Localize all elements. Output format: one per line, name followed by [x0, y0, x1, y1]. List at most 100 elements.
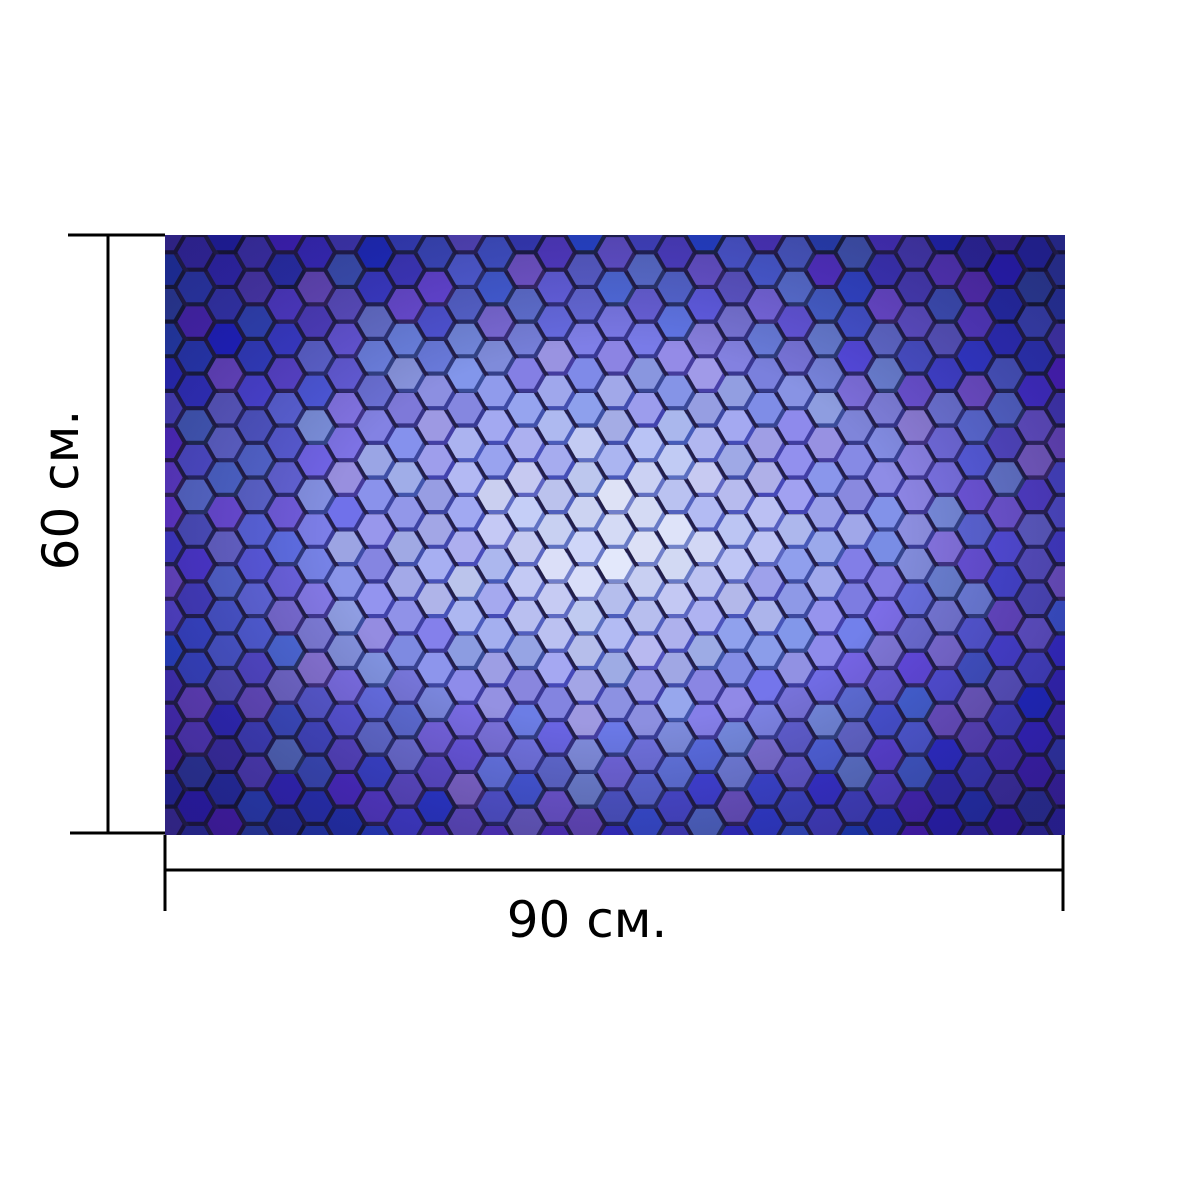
hex-tile [177, 861, 212, 892]
hex-tile [687, 185, 722, 216]
hex-tile [987, 151, 1022, 182]
hex-side [1140, 310, 1175, 340]
hex-tile [1137, 480, 1172, 510]
hex-tile [1107, 636, 1142, 666]
hex-side [1110, 432, 1145, 463]
hex-side [1080, 899, 1115, 929]
hex-side [720, 899, 755, 929]
hex-tile [1137, 653, 1172, 684]
hex-tile [117, 861, 152, 892]
hex-tile [1077, 272, 1112, 303]
hex-tile [87, 185, 122, 216]
hex-tile [177, 895, 212, 925]
hex-side [1110, 605, 1145, 636]
hex-tile [357, 202, 392, 233]
hex-side [300, 934, 335, 965]
hex-tile [117, 410, 152, 441]
hex-tile [237, 168, 272, 199]
hex-side [930, 189, 965, 220]
hex-tile [897, 861, 932, 892]
hex-side [1110, 640, 1145, 670]
hex-side [360, 934, 395, 965]
hex-side [1080, 795, 1115, 826]
hex-tile [297, 895, 332, 925]
hex-tile [1077, 306, 1112, 336]
hex-side [300, 172, 335, 203]
hex-side [810, 917, 845, 948]
hex-tile [1017, 168, 1052, 199]
hex-tile [1077, 722, 1112, 752]
hex-tile [117, 584, 152, 615]
hex-side [450, 847, 485, 878]
hex-tile [1077, 861, 1112, 892]
hex-tile [1077, 687, 1112, 718]
hex-side [450, 917, 485, 948]
hex-side [90, 882, 125, 913]
hex-side [90, 847, 125, 878]
hex-side [330, 847, 365, 878]
hex-tile [1137, 376, 1172, 407]
hex-side [120, 484, 155, 514]
hex-side [368, 235, 388, 237]
hex-tile [777, 202, 812, 233]
hex-tile [87, 566, 122, 597]
hex-tile [567, 185, 602, 216]
hex-side [1080, 206, 1115, 237]
hex-tile [87, 670, 122, 701]
height-label: 60 см. [32, 410, 90, 571]
hex-side [720, 934, 755, 965]
hex-side [1080, 172, 1115, 203]
hex-side [750, 882, 785, 913]
hex-side [1140, 622, 1175, 653]
hex-side [900, 934, 935, 965]
hex-tile [1107, 497, 1142, 528]
hex-side [870, 917, 905, 948]
hex-side [690, 189, 725, 220]
hex-side [840, 172, 875, 203]
hex-tile [117, 480, 152, 510]
hex-tile [927, 151, 962, 182]
hex-side [630, 189, 665, 220]
hex-side [630, 847, 665, 878]
hex-tile [1137, 341, 1172, 372]
hex-tile [1137, 930, 1172, 961]
hex-side [1140, 934, 1175, 965]
hex-tile [267, 913, 302, 944]
hex-tile [177, 930, 212, 961]
hex-side [810, 155, 845, 186]
hex-tile [1077, 930, 1112, 961]
hex-side [1080, 691, 1115, 722]
hex-side [900, 172, 935, 203]
hex-tile [1017, 895, 1052, 925]
hex-tile [747, 151, 782, 182]
hex-tile [687, 151, 722, 182]
hex-tile [597, 168, 632, 199]
hex-tile [537, 168, 572, 199]
hex-side [1110, 362, 1145, 393]
hex-tile [327, 913, 362, 944]
hex-side [1110, 674, 1145, 705]
hex-side [870, 847, 905, 878]
hex-side [90, 189, 125, 220]
hex-tile [147, 913, 182, 944]
hex-side [930, 917, 965, 948]
hex-tile [1077, 653, 1112, 684]
hex-tile [957, 861, 992, 892]
hex-side [1080, 414, 1115, 445]
hex-side [120, 449, 155, 480]
hex-tile [717, 930, 752, 961]
hex-side [180, 172, 215, 203]
hex-side [450, 882, 485, 913]
hex-side [1140, 795, 1175, 826]
hex-tile [927, 185, 962, 216]
hex-tile [627, 151, 662, 182]
hex-tile [837, 202, 872, 233]
hex-side [990, 917, 1025, 948]
hex-tile [477, 861, 512, 892]
hex-tile [597, 202, 632, 233]
hex-side [1140, 726, 1175, 756]
hex-tile [387, 913, 422, 944]
hex-tile [87, 843, 122, 874]
hex-tile [87, 324, 122, 355]
